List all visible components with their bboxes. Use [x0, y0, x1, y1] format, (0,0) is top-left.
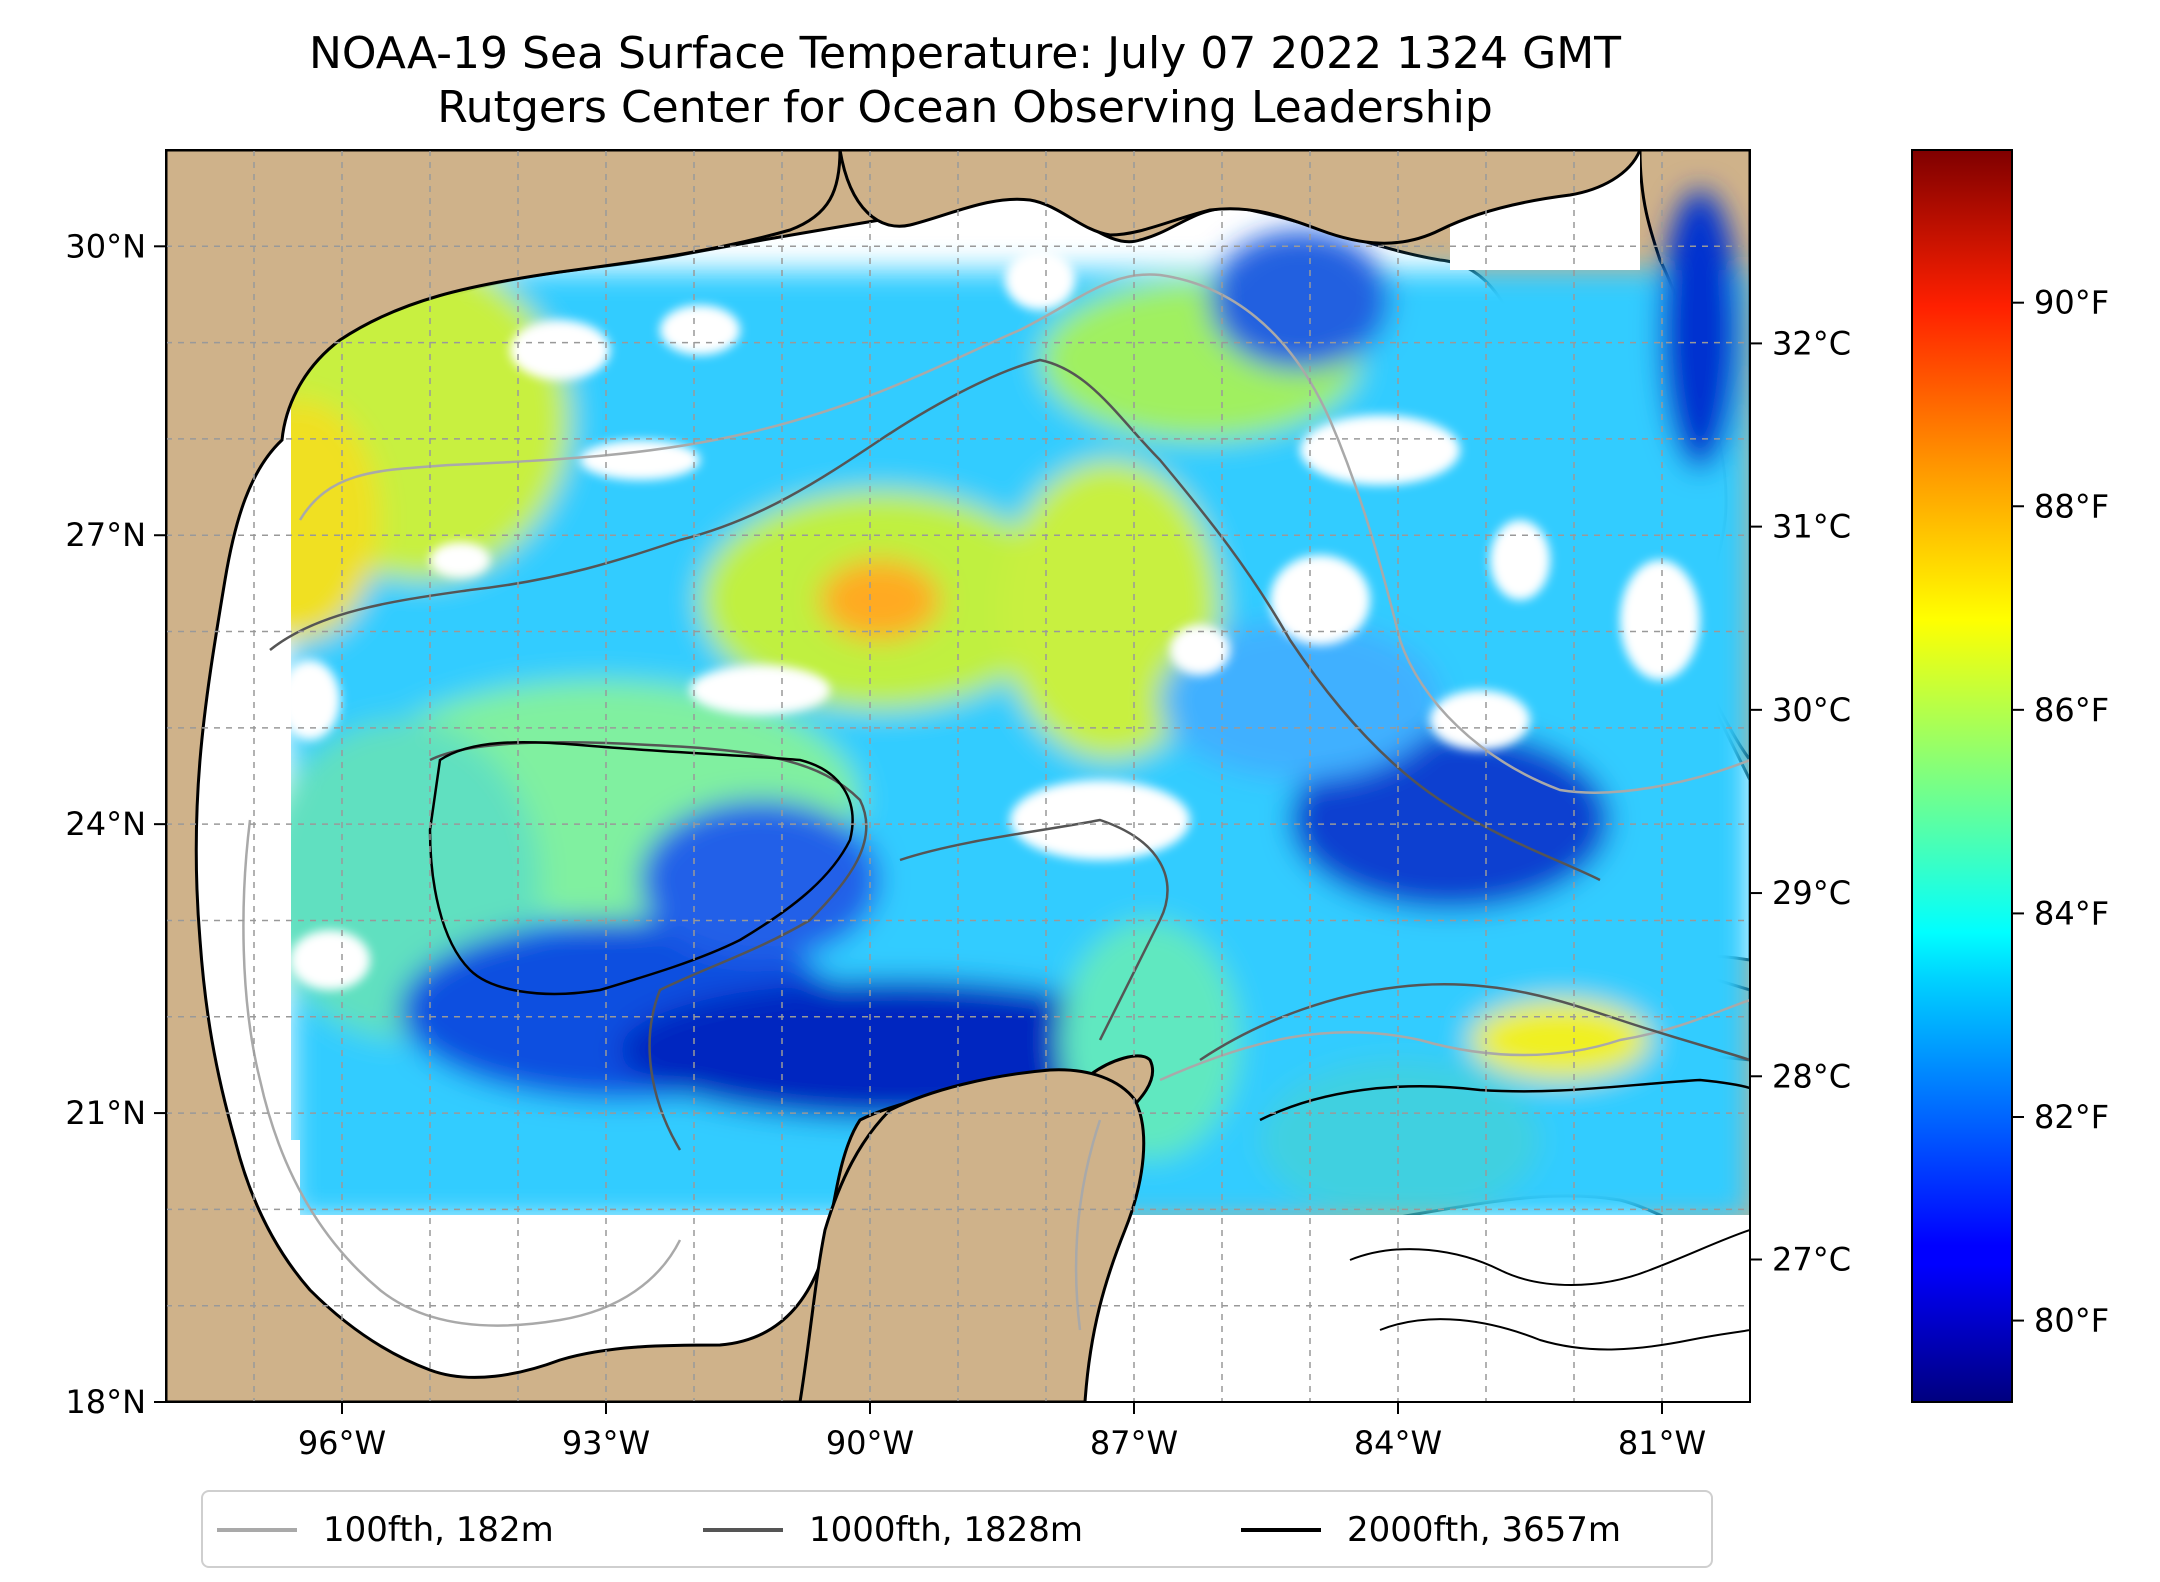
lat-tick-label: 21°N [65, 1094, 146, 1132]
contour-100fth-3 [1074, 998, 1750, 1331]
lon-tick-label: 93°W [562, 1424, 650, 1462]
legend-label-100fth: 100fth, 182m [323, 1510, 554, 1550]
lon-tick-label: 96°W [298, 1424, 386, 1462]
yucatan-land [798, 1068, 1146, 1402]
c-tick-label: 31°C [1772, 508, 1851, 546]
map-frame [165, 149, 1751, 1403]
c-tick-label: 29°C [1772, 874, 1851, 912]
c-tick-label: 27°C [1772, 1240, 1851, 1278]
contour-100fth-2 [242, 819, 682, 1327]
map-area [166, 150, 1750, 1402]
lon-tick-label: 87°W [1090, 1424, 1178, 1462]
lon-axis: 96°W 93°W 90°W 87°W 84°W 81°W [298, 1402, 1706, 1462]
legend-line-2000fth [1241, 1528, 1321, 1532]
lon-tick-label: 90°W [826, 1424, 914, 1462]
map-title: NOAA-19 Sea Surface Temperature: July 07… [308, 28, 1622, 79]
lat-axis: 18°N 21°N 24°N 27°N 30°N [65, 227, 166, 1421]
bathymetry-contours [242, 273, 1750, 1351]
colorbar-celsius-axis: 27°C 28°C 29°C 30°C 31°C 32°C [1750, 324, 1851, 1278]
contour-1000fth-3 [1199, 983, 1750, 1062]
legend-item-1000fth: 1000fth, 1828m [703, 1510, 1083, 1550]
contour-2000fth-2 [1259, 1078, 1750, 1122]
graticule [166, 150, 1750, 1402]
colorbar [1911, 149, 2013, 1403]
lat-tick-label: 30°N [65, 227, 146, 265]
legend-label-1000fth: 1000fth, 1828m [809, 1510, 1084, 1550]
f-tick-label: 84°F [2034, 894, 2109, 932]
f-tick-label: 88°F [2034, 487, 2109, 525]
contour-100fth [298, 273, 1750, 794]
c-tick-label: 32°C [1772, 324, 1851, 362]
contour-1000fth [269, 358, 1601, 882]
colorbar-fahrenheit-axis: 80°F 82°F 84°F 86°F 88°F 90°F [2012, 284, 2109, 1340]
c-tick-label: 30°C [1772, 691, 1851, 729]
contour-2000fth [428, 740, 854, 996]
legend-line-100fth [217, 1528, 297, 1532]
f-tick-label: 90°F [2034, 284, 2109, 322]
f-tick-label: 80°F [2034, 1302, 2109, 1340]
lon-tick-label: 81°W [1618, 1424, 1706, 1462]
f-tick-label: 86°F [2034, 691, 2109, 729]
c-tick-label: 28°C [1772, 1057, 1851, 1095]
map-subtitle: Rutgers Center for Ocean Observing Leade… [437, 82, 1493, 133]
lat-tick-label: 18°N [65, 1383, 146, 1421]
legend-line-1000fth [703, 1528, 783, 1532]
lat-tick-label: 24°N [65, 805, 146, 843]
lon-tick-label: 84°W [1354, 1424, 1442, 1462]
contour-2000fth-3 [1349, 1229, 1750, 1351]
legend-item-2000fth: 2000fth, 3657m [1241, 1510, 1621, 1550]
contour-legend: 100fth, 182m 1000fth, 1828m 2000fth, 365… [201, 1490, 1713, 1568]
legend-item-100fth: 100fth, 182m [217, 1510, 554, 1550]
f-tick-label: 82°F [2034, 1098, 2109, 1136]
legend-label-2000fth: 2000fth, 3657m [1347, 1510, 1622, 1550]
lat-tick-label: 27°N [65, 516, 146, 554]
